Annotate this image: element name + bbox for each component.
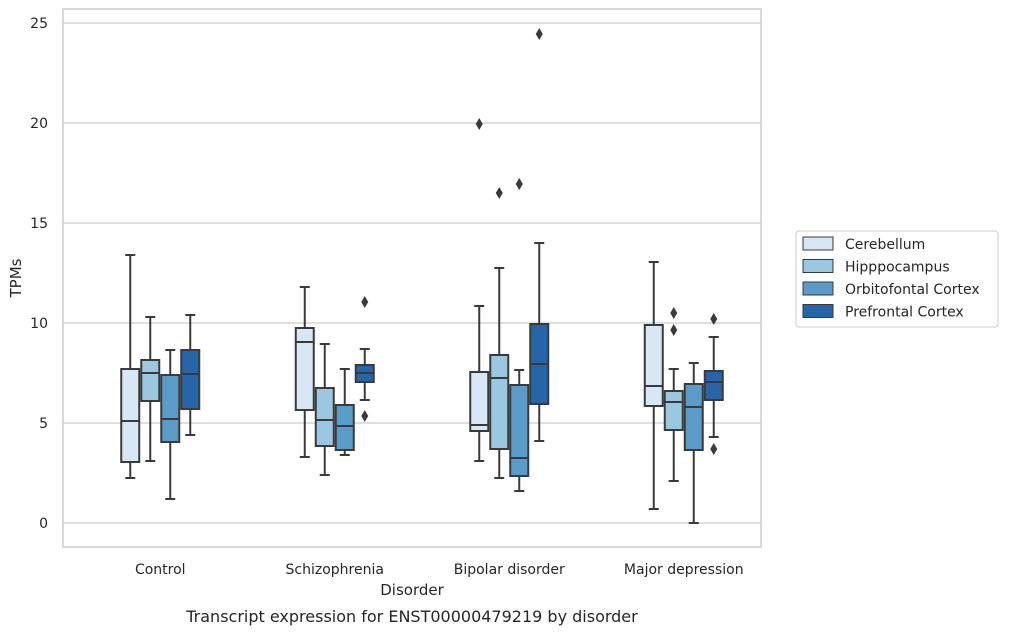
box-1-3: [354, 296, 375, 422]
x-tick-label-1: Schizophrenia: [286, 562, 384, 578]
x-axis-label: Disorder: [380, 581, 444, 599]
box-3-2: [683, 362, 704, 524]
box-3-3: [703, 313, 724, 455]
box-body: [314, 387, 335, 447]
outlier-point-0: [670, 307, 678, 319]
x-tick-label-0: Control: [135, 562, 186, 578]
outlier-point-0: [535, 28, 543, 40]
x-tick-label-2: Bipolar disorder: [454, 562, 565, 578]
legend-swatch-3: [802, 304, 834, 318]
box-3-0: [643, 261, 664, 510]
outlier-point-0: [361, 296, 369, 308]
legend-label-2: Orbitofontal Cortex: [845, 282, 980, 298]
y-tick-label-4: 20: [30, 116, 48, 132]
y-tick-label-0: 0: [39, 516, 48, 532]
box-1-2: [334, 368, 355, 456]
plot-background: [63, 9, 761, 547]
y-axis-label: TPMs: [7, 258, 25, 298]
box-body: [294, 327, 315, 411]
legend-label-1: Hipppocampus: [845, 260, 950, 276]
box-body: [140, 359, 161, 402]
box-body: [160, 374, 181, 443]
box-2-2: [509, 178, 530, 492]
x-tick-label-3: Major depression: [624, 562, 744, 578]
box-body: [489, 354, 510, 450]
box-body: [509, 384, 530, 477]
box-0-2: [160, 349, 181, 500]
box-body: [643, 324, 664, 407]
box-1-1: [314, 343, 335, 476]
x-tick-labels: Control Schizophrenia Bipolar disorder Majo…: [135, 562, 744, 578]
outlier-point-1: [710, 443, 718, 455]
legend-frame: [795, 230, 999, 328]
box-body: [683, 383, 704, 451]
outlier-point-0: [710, 313, 718, 325]
outlier-point-0: [495, 187, 503, 199]
y-tick-label-2: 10: [30, 316, 48, 332]
legend-swatch-1: [802, 259, 834, 273]
y-tick-label-3: 15: [30, 216, 48, 232]
box-0-0: [120, 254, 141, 479]
outlier-point-0: [515, 178, 523, 190]
box-series: [120, 28, 724, 524]
outlier-point-1: [361, 410, 369, 422]
box-body: [663, 390, 684, 431]
legend-label-3: Prefrontal Cortex: [845, 305, 964, 321]
y-tick-label-5: 25: [30, 16, 48, 32]
box-0-3: [180, 314, 201, 436]
legend-swatch-2: [802, 281, 834, 296]
outlier-point-1: [670, 324, 678, 336]
box-1-0: [294, 286, 315, 458]
box-2-1: [489, 187, 510, 479]
legend-label-0: Cerebellum: [845, 237, 925, 253]
legend-swatch-0: [802, 236, 834, 251]
plot-frame: [62, 8, 762, 548]
outlier-point-0: [475, 118, 483, 130]
y-tick-labels: 0 5 10 15 20 25: [30, 16, 48, 532]
legend: Cerebellum Hipppocampus Orbitofontal Corte…: [795, 230, 999, 328]
box-body: [180, 349, 201, 410]
box-3-1: [663, 307, 684, 482]
chart-caption: Transcript expression for ENST0000047921…: [185, 607, 638, 626]
y-tick-label-1: 5: [39, 416, 48, 432]
box-body: [703, 370, 724, 401]
box-body: [334, 404, 355, 451]
box-2-0: [469, 118, 490, 462]
box-body: [120, 368, 141, 463]
box-2-3: [529, 28, 550, 442]
box-body: [469, 371, 490, 432]
box-0-1: [140, 316, 161, 462]
